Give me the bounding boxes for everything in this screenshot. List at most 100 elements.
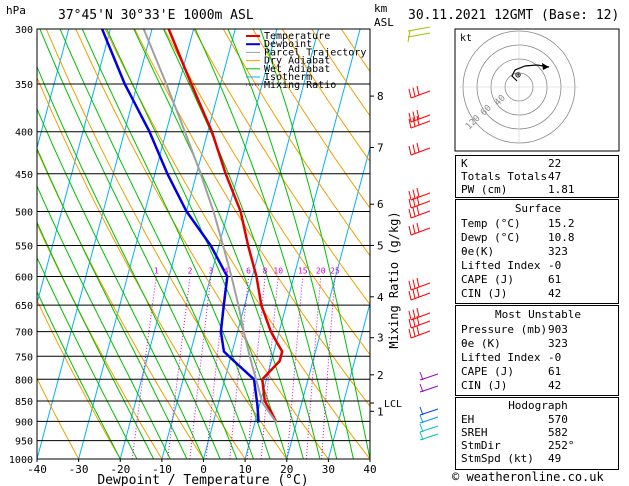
km-unit: km bbox=[374, 2, 388, 15]
mixing-ratio-label: 1 bbox=[154, 267, 159, 276]
dry-adiabat-line bbox=[281, 29, 370, 163]
wind-barb-flag bbox=[416, 287, 420, 298]
mixing-ratio-line bbox=[321, 276, 336, 459]
isotherm-line bbox=[327, 301, 370, 459]
wind-barb-flag bbox=[407, 30, 411, 43]
km-tick-label: 4 bbox=[377, 291, 384, 304]
wind-barb-shaft bbox=[410, 292, 431, 301]
mixing-ratio-line bbox=[305, 276, 322, 459]
surface-title: Surface bbox=[514, 202, 562, 215]
isotherm-line bbox=[119, 29, 236, 459]
legend-label: Mixing Ratio bbox=[264, 80, 336, 91]
isotherm-line bbox=[203, 29, 319, 459]
x-tick-label: -20 bbox=[110, 463, 130, 476]
wind-barb-flag bbox=[408, 290, 412, 301]
pressure-tick-label: 1000 bbox=[9, 455, 33, 466]
wet-adiabat-line bbox=[133, 29, 304, 459]
km-tick-label: 8 bbox=[377, 90, 384, 103]
wind-barb-flag bbox=[408, 225, 412, 236]
wind-barb-flag bbox=[412, 289, 416, 299]
wind-barb-shaft bbox=[407, 32, 431, 38]
mixing-ratio-label: 8 bbox=[263, 267, 268, 276]
profile-temperature bbox=[167, 29, 284, 424]
wind-barb-flag bbox=[412, 309, 416, 319]
mu-row: CAPE (J) 61 bbox=[461, 365, 562, 378]
wind-barb-shaft bbox=[410, 282, 431, 291]
wind-barbs bbox=[407, 26, 439, 441]
dry-adiabat-line bbox=[104, 29, 370, 459]
most-unstable-title: Most Unstable bbox=[494, 308, 582, 321]
indices-panel: K 22 Totals Totals 47 PW (cm) 1.81 Surface … bbox=[455, 155, 619, 470]
km-tick-label: 7 bbox=[377, 142, 384, 155]
lcl-label: LCL bbox=[384, 399, 402, 410]
wind-barb-flag bbox=[412, 87, 416, 97]
wind-barb-flag bbox=[408, 88, 412, 99]
pressure-tick-label: 700 bbox=[15, 328, 33, 339]
wind-barb-flag bbox=[416, 85, 420, 96]
pressure-tick-label: 400 bbox=[15, 128, 33, 139]
wind-barb-shaft bbox=[410, 90, 431, 99]
mixing-ratio-label: 3 bbox=[208, 267, 213, 276]
wind-barb-flag bbox=[419, 414, 424, 424]
x-tick-label: -40 bbox=[27, 463, 47, 476]
x-tick-label: 40 bbox=[363, 463, 376, 476]
pressure-tick-label: 500 bbox=[15, 207, 33, 218]
dry-adiabat-line bbox=[37, 377, 80, 459]
wind-barb-flag bbox=[416, 315, 420, 326]
wind-barb-flag bbox=[412, 117, 416, 127]
pressure-unit: hPa bbox=[6, 4, 26, 17]
x-tick-label: -30 bbox=[69, 463, 89, 476]
wind-barb-flag bbox=[408, 328, 412, 339]
mixing-ratio-label: 4 bbox=[224, 267, 229, 276]
wind-barb-flag bbox=[412, 189, 416, 199]
indices-box: K 22 Totals Totals 47 PW (cm) 1.81 bbox=[455, 155, 619, 198]
isotherm-line bbox=[286, 145, 370, 459]
legend-label: Dry Adiabat bbox=[264, 56, 330, 67]
isotherm-line bbox=[78, 29, 195, 459]
mu-row: Lifted Index -0 bbox=[461, 351, 562, 364]
pressure-tick-label: 800 bbox=[15, 375, 33, 386]
wind-barb-flag bbox=[408, 118, 412, 129]
wind-barb-flag bbox=[412, 224, 416, 234]
mu-row: Pressure (mb) 903 bbox=[461, 323, 568, 336]
wind-barb-flag bbox=[408, 318, 412, 329]
surface-row: θe(K) 323 bbox=[461, 245, 568, 258]
mixing-ratio-label: 25 bbox=[330, 267, 340, 276]
location-title: 37°45'N 30°33'E 1000m ASL bbox=[58, 8, 254, 23]
hodo-row: SREH 582 bbox=[461, 426, 568, 439]
wind-barb-flag bbox=[412, 279, 416, 289]
pressure-axis: 300 350 400 450 500 550 600 650 700 750 800 850 900 9… bbox=[9, 25, 33, 466]
wind-barb-flag bbox=[408, 198, 412, 209]
isotherm-line bbox=[37, 29, 111, 306]
hodograph-unit: kt bbox=[460, 33, 472, 44]
profile-parcel-trajectory bbox=[142, 29, 278, 424]
most-unstable-box: Most Unstable Pressure (mb) 903 θe (K) 323… bbox=[455, 305, 619, 396]
dry-adiabat-line bbox=[252, 29, 370, 209]
surface-row: CIN (J) 42 bbox=[461, 287, 562, 300]
mixing-ratio-line bbox=[205, 276, 227, 459]
legend-label: Temperature bbox=[264, 31, 330, 42]
wind-barb-flag bbox=[416, 222, 420, 233]
isotherm-line bbox=[37, 29, 153, 459]
wind-barb-shaft bbox=[410, 120, 431, 129]
index-row: K 22 bbox=[461, 157, 562, 170]
pressure-tick-label: 850 bbox=[15, 397, 33, 408]
footer-credit: © weatheronline.co.uk bbox=[452, 470, 604, 484]
mixing-ratio-label: 10 bbox=[273, 267, 283, 276]
surface-row: Temp (°C) 15.2 bbox=[461, 217, 575, 230]
mixing-ratio-label: 6 bbox=[246, 267, 251, 276]
wind-barb-shaft bbox=[410, 312, 431, 321]
wind-barb-flag bbox=[408, 310, 412, 321]
surface-row: Lifted Index -0 bbox=[461, 259, 562, 272]
dry-adiabat-line bbox=[222, 29, 370, 257]
wind-barb-flag bbox=[416, 195, 420, 206]
wind-barb-flag bbox=[412, 144, 416, 154]
km-tick-label: 3 bbox=[377, 332, 384, 345]
pressure-tick-label: 650 bbox=[15, 301, 33, 312]
hodograph-arrow bbox=[542, 63, 549, 70]
km-tick-label: 2 bbox=[377, 369, 384, 382]
mixing-ratio-line bbox=[167, 276, 191, 459]
dry-adiabat-line bbox=[75, 29, 329, 459]
wind-barb-flag bbox=[412, 317, 416, 327]
